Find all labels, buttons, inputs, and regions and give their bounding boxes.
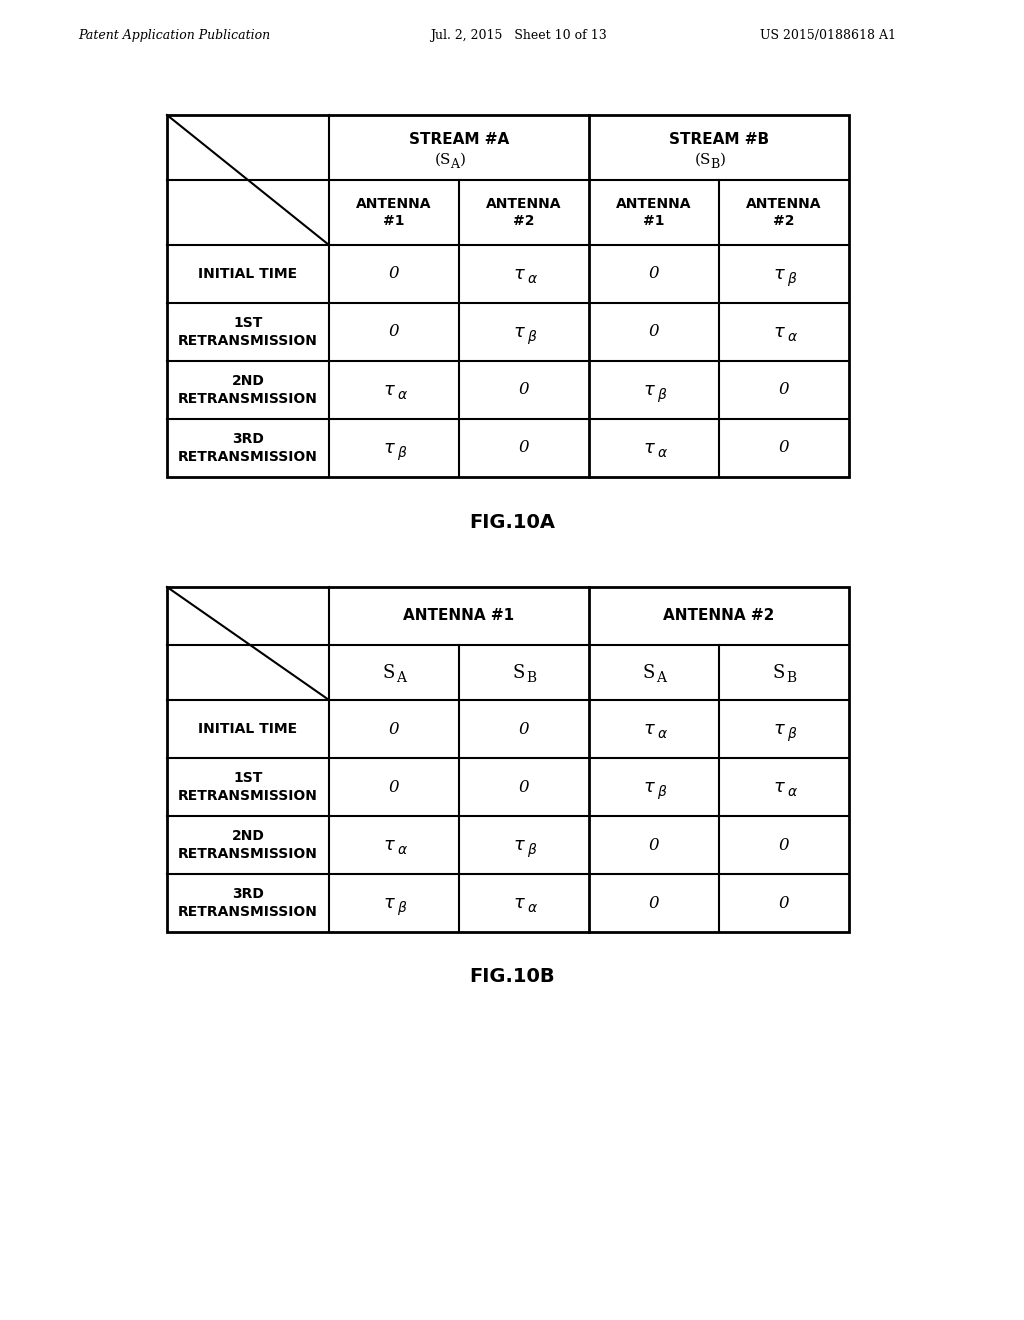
Text: $\tau$: $\tau$ [383,836,395,854]
Text: B: B [786,672,796,685]
Text: S: S [513,664,525,681]
Text: $\tau$: $\tau$ [513,323,525,341]
Text: $\beta$: $\beta$ [656,783,668,801]
Text: ANTENNA
#1: ANTENNA #1 [616,197,692,228]
Text: $\beta$: $\beta$ [656,385,668,404]
Text: 0: 0 [389,721,399,738]
Text: INITIAL TIME: INITIAL TIME [199,722,298,737]
Text: $\tau$: $\tau$ [513,894,525,912]
Text: 2ND
RETRANSMISSION: 2ND RETRANSMISSION [178,829,317,861]
Text: 1ST
RETRANSMISSION: 1ST RETRANSMISSION [178,317,317,347]
Text: $\tau$: $\tau$ [772,265,785,282]
Text: 0: 0 [778,381,790,399]
Text: 3RD
RETRANSMISSION: 3RD RETRANSMISSION [178,433,317,463]
Text: ANTENNA #2: ANTENNA #2 [664,609,775,623]
Text: $\beta$: $\beta$ [786,271,798,288]
Text: (S: (S [435,153,452,166]
Text: INITIAL TIME: INITIAL TIME [199,267,298,281]
Text: $\tau$: $\tau$ [642,440,655,457]
Text: S: S [773,664,785,681]
Text: $\tau$: $\tau$ [772,323,785,341]
Text: $\beta$: $\beta$ [526,327,538,346]
Text: $\alpha$: $\alpha$ [526,272,538,286]
Text: STREAM #B: STREAM #B [669,132,769,147]
Text: $\tau$: $\tau$ [772,719,785,738]
Text: Jul. 2, 2015   Sheet 10 of 13: Jul. 2, 2015 Sheet 10 of 13 [430,29,607,41]
Text: 0: 0 [648,323,659,341]
Text: $\tau$: $\tau$ [513,836,525,854]
Text: 1ST
RETRANSMISSION: 1ST RETRANSMISSION [178,771,317,803]
Text: $\tau$: $\tau$ [383,381,395,399]
Text: $\beta$: $\beta$ [786,725,798,743]
Text: FIG.10B: FIG.10B [469,968,555,986]
Text: ): ) [720,153,726,166]
Text: $\alpha$: $\alpha$ [396,388,408,403]
Text: $\beta$: $\beta$ [396,444,408,462]
Text: $\tau$: $\tau$ [642,381,655,399]
Text: B: B [711,158,720,172]
Text: 0: 0 [778,440,790,457]
Text: 2ND
RETRANSMISSION: 2ND RETRANSMISSION [178,375,317,405]
Text: A: A [656,672,666,685]
Text: ANTENNA #1: ANTENNA #1 [403,609,515,623]
Text: $\alpha$: $\alpha$ [656,446,668,459]
Text: $\tau$: $\tau$ [383,440,395,457]
Text: A: A [451,158,460,172]
Text: 0: 0 [778,895,790,912]
Text: ANTENNA
#2: ANTENNA #2 [486,197,562,228]
Text: $\tau$: $\tau$ [642,777,655,796]
Text: 0: 0 [648,895,659,912]
Text: 0: 0 [389,265,399,282]
Text: 3RD
RETRANSMISSION: 3RD RETRANSMISSION [178,887,317,919]
Text: 0: 0 [648,837,659,854]
Text: $\beta$: $\beta$ [396,899,408,917]
Text: 0: 0 [648,265,659,282]
Text: 0: 0 [778,837,790,854]
Text: ANTENNA
#2: ANTENNA #2 [746,197,821,228]
Text: 0: 0 [519,721,529,738]
Bar [167,587,849,932]
Text: $\tau$: $\tau$ [772,777,785,796]
Text: FIG.10A: FIG.10A [469,512,555,532]
Text: ANTENNA
#1: ANTENNA #1 [356,197,432,228]
Text: $\alpha$: $\alpha$ [526,902,538,915]
Text: STREAM #A: STREAM #A [409,132,509,147]
Text: S: S [643,664,655,681]
Text: $\alpha$: $\alpha$ [656,727,668,741]
Text: $\tau$: $\tau$ [513,265,525,282]
Bar [167,115,849,477]
Text: 0: 0 [519,440,529,457]
Text: 0: 0 [389,323,399,341]
Text: 0: 0 [519,779,529,796]
Text: $\alpha$: $\alpha$ [786,785,798,799]
Text: Patent Application Publication: Patent Application Publication [78,29,270,41]
Text: $\beta$: $\beta$ [526,841,538,859]
Text: $\alpha$: $\alpha$ [396,843,408,857]
Text: $\alpha$: $\alpha$ [786,330,798,345]
Text: S: S [383,664,395,681]
Text: 0: 0 [389,779,399,796]
Text: 0: 0 [519,381,529,399]
Text: US 2015/0188618 A1: US 2015/0188618 A1 [760,29,896,41]
Text: $\tau$: $\tau$ [383,894,395,912]
Text: B: B [526,672,536,685]
Text: ): ) [460,153,466,166]
Text: $\tau$: $\tau$ [642,719,655,738]
Text: A: A [396,672,406,685]
Text: (S: (S [695,153,712,166]
